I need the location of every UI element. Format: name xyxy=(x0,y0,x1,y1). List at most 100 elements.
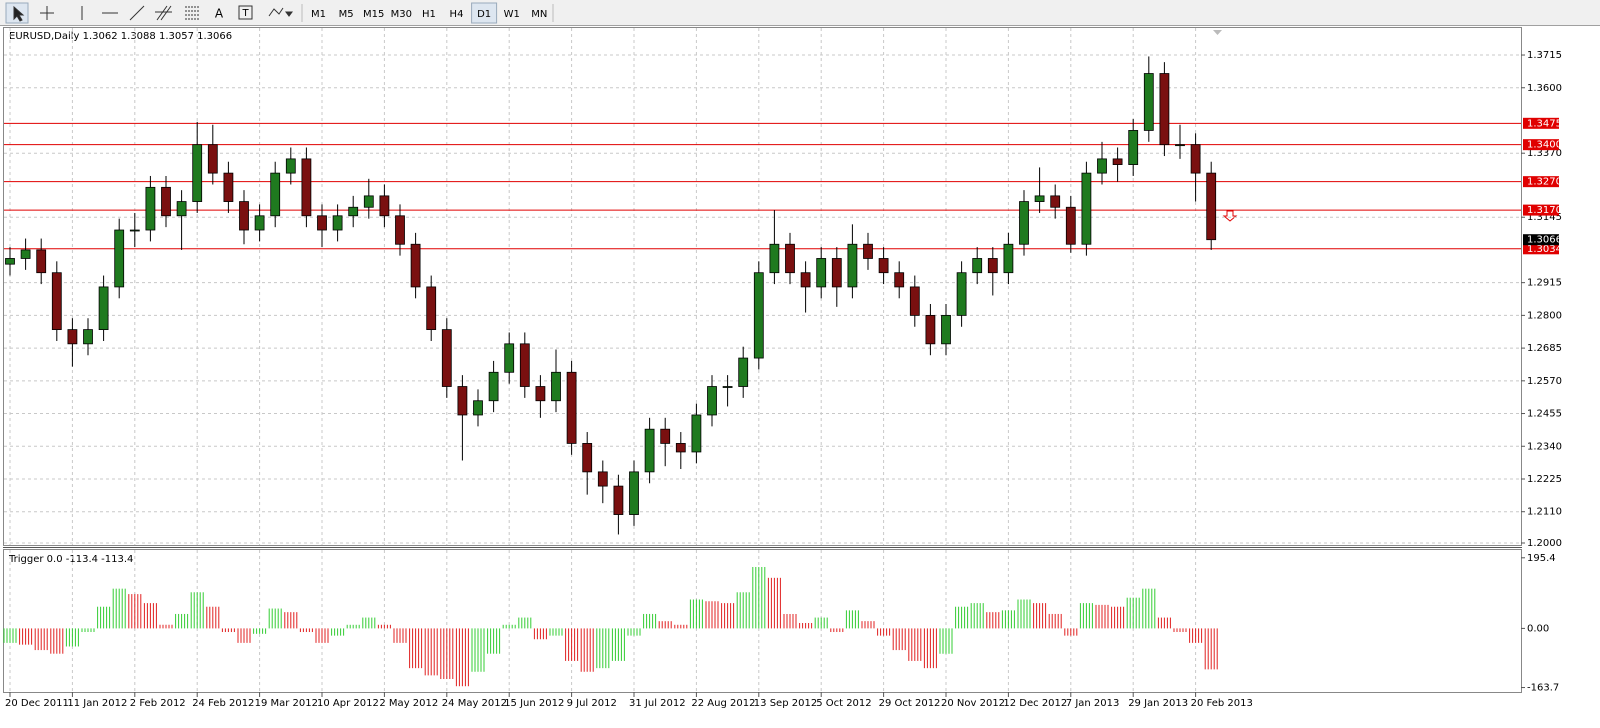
candle-body xyxy=(800,272,811,288)
timeframe-bar: M1 M5 M15 M30 H1 H4 D1 W1 MN xyxy=(311,2,554,24)
y-tick-label: 1.3715 xyxy=(1527,50,1562,61)
histogram-bar xyxy=(377,624,391,629)
text-button[interactable]: A xyxy=(215,7,224,21)
histogram-bar xyxy=(970,603,984,629)
candle-body xyxy=(83,329,93,345)
channel-button[interactable] xyxy=(155,5,172,21)
candle-body xyxy=(395,215,405,245)
histogram-bar xyxy=(97,606,111,629)
histogram-bar xyxy=(1017,599,1031,629)
sell-arrow xyxy=(1222,210,1238,222)
candle-body xyxy=(660,428,671,444)
histogram-bar xyxy=(1111,606,1125,629)
x-tick-label: 20 Feb 2013 xyxy=(1191,698,1253,709)
candle-body xyxy=(535,386,546,402)
label-button[interactable] xyxy=(238,5,253,20)
candle-body xyxy=(270,172,281,217)
current-price-label: 1.3066 xyxy=(1527,235,1562,246)
histogram-bar xyxy=(845,610,859,629)
candle-body xyxy=(675,443,686,453)
histogram-bar xyxy=(627,628,641,636)
candle-body xyxy=(1097,158,1107,174)
histogram-bar xyxy=(1033,603,1047,629)
candle-body xyxy=(426,286,437,331)
candle-body xyxy=(972,258,983,274)
y-tick-label: 1.3145 xyxy=(1527,212,1562,223)
candle-body xyxy=(5,258,15,265)
fibonacci-button[interactable] xyxy=(185,6,199,20)
timeframe-button[interactable]: M1 xyxy=(311,9,326,20)
histogram-bar xyxy=(939,628,953,654)
candle-body xyxy=(207,144,218,174)
histogram-bar xyxy=(674,624,688,629)
level-label-box xyxy=(1523,117,1559,129)
histogram-bar xyxy=(206,606,220,629)
x-tick-label: 2 Feb 2012 xyxy=(130,698,186,709)
candle-body xyxy=(176,201,187,217)
histogram-bar xyxy=(1157,617,1171,629)
x-tick-label: 29 Oct 2012 xyxy=(879,698,941,709)
histogram-bar xyxy=(159,624,173,629)
timeframe-button[interactable]: MN xyxy=(531,9,547,20)
indicator-pane xyxy=(3,549,1522,693)
histogram-bar xyxy=(736,592,750,629)
candle-body xyxy=(98,286,109,331)
histogram-bar xyxy=(1048,613,1062,629)
candle-body xyxy=(597,471,608,487)
level-label: 1.3400 xyxy=(1527,140,1562,151)
candle-body xyxy=(223,172,234,202)
candle-body xyxy=(1081,172,1092,245)
candle-body xyxy=(1112,158,1123,165)
timeframe-button[interactable]: H4 xyxy=(450,9,464,20)
x-tick-label: 7 Jan 2013 xyxy=(1066,698,1120,709)
candle-body xyxy=(831,258,842,288)
candle-body xyxy=(254,215,265,231)
x-tick-label: 2 May 2012 xyxy=(379,698,438,709)
timeframe-button[interactable]: D1 xyxy=(477,9,491,20)
x-tick-label: 24 Feb 2012 xyxy=(192,698,254,709)
level-label: 1.3475 xyxy=(1527,118,1562,129)
level-label-box xyxy=(1523,204,1559,216)
timeframe-button[interactable]: W1 xyxy=(504,9,520,20)
trendline-button[interactable] xyxy=(129,5,145,21)
histogram-bar xyxy=(237,628,251,643)
histogram-bar xyxy=(1189,628,1203,643)
histogram-bar xyxy=(455,628,469,687)
histogram-bar xyxy=(611,628,625,661)
y-tick-label: 1.2455 xyxy=(1527,409,1562,420)
histogram-bar xyxy=(1204,628,1218,670)
histogram-bar xyxy=(65,628,79,647)
toolbar xyxy=(0,0,1600,26)
timeframe-button[interactable]: M15 xyxy=(363,9,384,20)
histogram-bar xyxy=(268,608,282,629)
candle-body xyxy=(145,186,156,231)
candle-body xyxy=(1159,73,1170,146)
timeframe-button[interactable]: M30 xyxy=(391,9,412,20)
histogram-bar xyxy=(81,628,95,633)
x-tick-label: 5 Oct 2012 xyxy=(816,698,871,709)
candle-body xyxy=(707,386,717,416)
candle-body xyxy=(488,371,499,402)
histogram-bar xyxy=(346,624,360,629)
timeframe-button[interactable]: M5 xyxy=(339,9,354,20)
indicator-title: Trigger 0.0 -113.4 -113.4 xyxy=(8,554,133,565)
histogram-bar xyxy=(1001,610,1015,629)
x-tick-label: 20 Nov 2012 xyxy=(941,698,1005,709)
arrows-button[interactable] xyxy=(268,7,284,17)
crosshair-button[interactable] xyxy=(40,6,54,20)
timeframe-button[interactable]: H1 xyxy=(422,9,436,20)
histogram-bar xyxy=(1126,597,1140,629)
y-tick-label: 1.2000 xyxy=(1527,538,1562,549)
y-tick-label: 1.2570 xyxy=(1527,376,1562,387)
candle-body xyxy=(1128,130,1139,165)
x-tick-label: 11 Jan 2012 xyxy=(67,698,127,709)
candle-body xyxy=(738,357,749,387)
candle-body xyxy=(582,443,593,473)
arrows-dropdown[interactable] xyxy=(285,11,293,17)
x-tick-label: 19 Mar 2012 xyxy=(255,698,318,709)
level-label: 1.3034 xyxy=(1527,244,1562,255)
y-tick-label: -163.7 xyxy=(1527,683,1559,694)
histogram-bar xyxy=(424,628,438,676)
